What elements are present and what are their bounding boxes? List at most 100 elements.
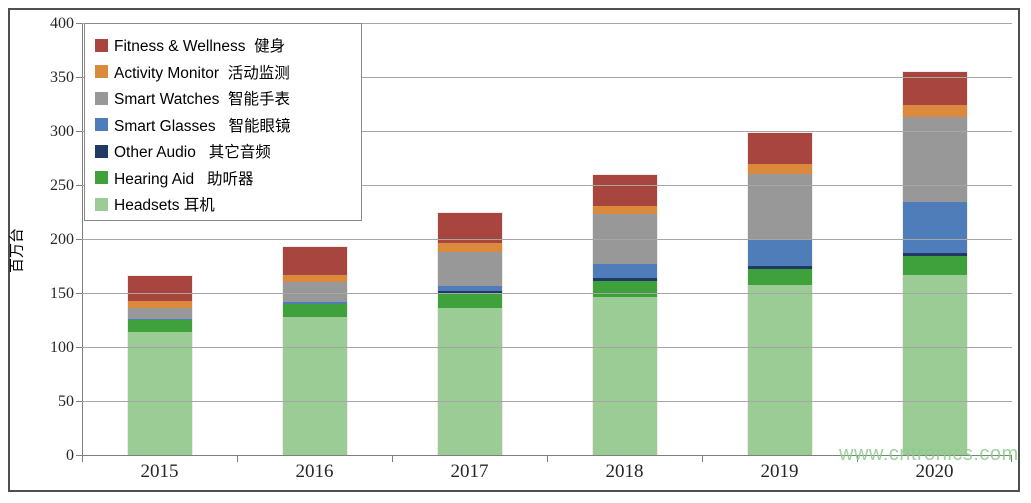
- gridline: [82, 293, 1012, 294]
- y-tick-label: 300: [50, 123, 74, 140]
- bar-segment: [437, 286, 502, 291]
- bar-segment: [437, 294, 502, 309]
- bar-segment: [592, 205, 657, 215]
- bar-slot: [857, 70, 1012, 456]
- bars-container: [82, 24, 1012, 456]
- x-tick-label: 2019: [760, 461, 799, 482]
- y-axis-tick: [76, 185, 82, 186]
- bar-slot: [82, 274, 237, 456]
- x-tick-label: 2020: [915, 461, 954, 482]
- legend-item: Activity Monitor 活动监测: [85, 59, 361, 86]
- bar-segment: [282, 316, 347, 456]
- x-axis-tick: [391, 456, 393, 462]
- y-axis-title: 百万台: [8, 228, 26, 274]
- x-axis-tick: [1011, 456, 1012, 462]
- legend-item: Other Audio 其它音频: [85, 138, 361, 165]
- bar-segment: [592, 277, 657, 282]
- bar-segment: [437, 213, 502, 244]
- plot-area: [76, 23, 1012, 462]
- stacked-bar-2019: [746, 132, 813, 456]
- gridline: [82, 77, 1012, 78]
- y-axis-tick: [76, 401, 82, 402]
- legend-item: Fitness & Wellness 健身: [85, 32, 361, 59]
- y-tick-label: 0: [66, 447, 74, 464]
- y-tick-label: 100: [50, 339, 74, 356]
- bar-slot: [547, 174, 702, 456]
- bar-segment: [592, 281, 657, 298]
- bar-segment: [902, 256, 967, 275]
- x-axis-tick: [547, 456, 548, 462]
- bar-segment: [747, 265, 812, 270]
- x-axis-tick: [701, 456, 703, 462]
- bar-slot: [702, 132, 857, 456]
- legend-swatch-icon: [95, 65, 108, 79]
- legend-label: Activity Monitor 活动监测: [114, 64, 290, 82]
- y-tick-label: 50: [58, 393, 74, 410]
- bar-segment: [127, 331, 192, 456]
- legend-swatch-icon: [95, 144, 108, 158]
- bar-segment: [902, 116, 967, 203]
- y-tick-label: 150: [50, 285, 74, 302]
- bar-segment: [127, 300, 192, 309]
- legend-label: Headsets 耳机: [114, 197, 215, 215]
- y-axis-tick: [76, 131, 82, 132]
- legend-item: Hearing Aid 助听器: [85, 165, 361, 192]
- legend-label: Smart Glasses 智能眼镜: [114, 117, 291, 135]
- legend-label: Hearing Aid 助听器: [114, 170, 254, 188]
- gridline: [82, 185, 1012, 186]
- gridline: [82, 347, 1012, 348]
- bar-segment: [127, 318, 192, 320]
- bar-segment: [437, 308, 502, 456]
- bar-segment: [902, 274, 967, 456]
- legend-swatch-icon: [95, 91, 108, 105]
- legend-item: Smart Watches 智能手表: [85, 85, 361, 112]
- y-axis-tick: [76, 239, 82, 240]
- x-axis-tick: [857, 456, 858, 462]
- bar-segment: [747, 285, 812, 456]
- bar-segment: [592, 297, 657, 456]
- legend-item: Headsets 耳机: [85, 191, 361, 218]
- x-axis-labels: 2015 2016 2017 2018 2019 2020: [82, 461, 1012, 483]
- bar-segment: [902, 105, 967, 117]
- gridline: [82, 401, 1012, 402]
- bar-slot: [392, 212, 547, 456]
- y-axis-tick: [76, 455, 82, 456]
- bar-segment: [127, 275, 192, 301]
- bar-segment: [437, 243, 502, 252]
- legend-swatch-icon: [95, 38, 108, 52]
- bar-segment: [282, 301, 347, 304]
- x-axis-tick: [236, 456, 238, 462]
- y-tick-label: 200: [50, 231, 74, 248]
- bar-segment: [747, 133, 812, 165]
- watermark-text: www.cntronics.com: [839, 443, 1019, 465]
- x-tick-label: 2016: [295, 461, 334, 482]
- legend-label: Fitness & Wellness 健身: [114, 38, 286, 56]
- bar-segment: [592, 175, 657, 206]
- bar-segment: [902, 202, 967, 253]
- bar-segment: [282, 303, 347, 317]
- legend-label: Other Audio 其它音频: [114, 144, 271, 162]
- bar-segment: [592, 214, 657, 264]
- y-axis-tick: [76, 293, 82, 294]
- bar-segment: [747, 164, 812, 175]
- stacked-bar-2018: [591, 174, 658, 456]
- legend-swatch-icon: [95, 118, 108, 132]
- stacked-bar-2016: [281, 245, 348, 456]
- bar-segment: [282, 282, 347, 302]
- bar-segment: [592, 263, 657, 278]
- y-axis-tick: [76, 23, 82, 24]
- y-tick-label: 400: [50, 15, 74, 32]
- y-tick-label: 350: [50, 69, 74, 86]
- bar-slot: [237, 245, 392, 456]
- bar-segment: [282, 246, 347, 275]
- bar-segment: [282, 274, 347, 283]
- bar-segment: [747, 269, 812, 286]
- stacked-bar-2015: [126, 274, 193, 456]
- bar-segment: [437, 290, 502, 295]
- gridline: [82, 23, 1012, 24]
- stacked-bar-2017: [436, 212, 503, 456]
- bar-segment: [902, 252, 967, 257]
- gridline: [82, 239, 1012, 240]
- x-axis-line: [82, 455, 1012, 456]
